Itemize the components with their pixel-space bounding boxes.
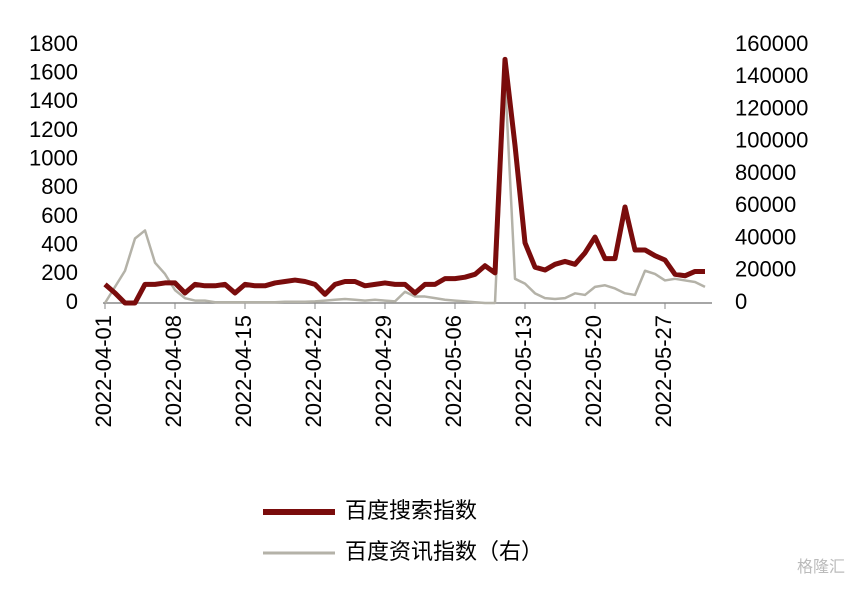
x-tick-label: 2022-04-08	[161, 315, 186, 428]
x-tick-label: 2022-04-01	[91, 315, 116, 428]
x-tick-label: 2022-04-15	[231, 315, 256, 428]
y-tick-label: 600	[41, 203, 78, 228]
x-tick-label: 2022-05-06	[441, 315, 466, 428]
legend-label: 百度资讯指数（右）	[345, 539, 543, 564]
y-tick-label: 1600	[29, 59, 78, 84]
x-tick-label: 2022-05-20	[581, 315, 606, 428]
y2-tick-label: 40000	[735, 224, 796, 249]
y2-tick-label: 80000	[735, 160, 796, 185]
y-tick-label: 800	[41, 174, 78, 199]
y-tick-label: 1800	[29, 31, 78, 56]
legend-label: 百度搜索指数	[345, 498, 477, 523]
y-tick-label: 400	[41, 231, 78, 256]
x-tick-label: 2022-05-13	[511, 315, 536, 428]
x-tick-label: 2022-05-27	[651, 315, 676, 428]
y2-tick-label: 100000	[735, 128, 808, 153]
y2-tick-label: 140000	[735, 63, 808, 88]
y2-tick-label: 160000	[735, 31, 808, 56]
series-line	[103, 56, 705, 306]
y-tick-label: 1200	[29, 117, 78, 142]
series-line	[103, 76, 706, 305]
y-tick-label: 200	[41, 260, 78, 285]
y2-tick-label: 20000	[735, 257, 796, 282]
y-tick-label: 0	[66, 289, 78, 314]
y2-tick-label: 120000	[735, 95, 808, 120]
y-tick-label: 1400	[29, 88, 78, 113]
y-tick-label: 1000	[29, 145, 78, 170]
y2-tick-label: 60000	[735, 192, 796, 217]
y2-tick-label: 0	[735, 289, 747, 314]
x-tick-label: 2022-04-22	[301, 315, 326, 428]
x-tick-label: 2022-04-29	[371, 315, 396, 428]
watermark: 格隆汇	[797, 558, 845, 576]
